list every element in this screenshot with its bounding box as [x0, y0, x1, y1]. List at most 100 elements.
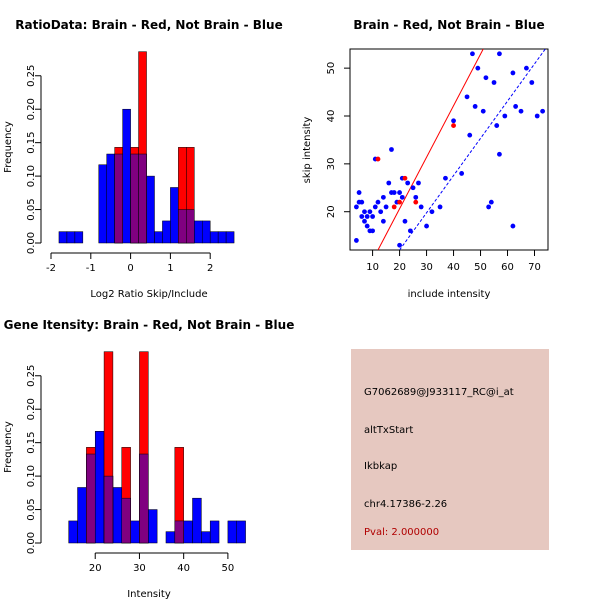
point-not-brain [367, 209, 373, 215]
point-not-brain [397, 190, 402, 195]
bar-not-brain [98, 164, 107, 244]
y-tick-label: 0.05 [26, 498, 37, 520]
bar-not-brain [58, 231, 68, 244]
y-tick-label: 0.00 [26, 232, 37, 254]
bar-overlap [130, 153, 139, 244]
p-value: Pval: 2.000000 [364, 527, 440, 538]
bar-not-brain [74, 231, 84, 244]
axes: -2 -1 0 1 2 0.00 0.05 0.10 0.15 0.20 0.25 [26, 65, 213, 274]
point-not-brain [380, 194, 386, 200]
point-brain [391, 204, 397, 210]
x-tick-label: 50 [222, 563, 235, 574]
y-tick-label: 0.20 [26, 98, 37, 120]
point-not-brain [467, 132, 473, 138]
point-not-brain [437, 204, 443, 210]
bar-not-brain [148, 509, 158, 544]
point-not-brain [416, 180, 421, 186]
point-not-brain [364, 223, 370, 229]
point-brain [413, 199, 419, 205]
x-tick-label: 30 [420, 262, 433, 273]
y-tick-label: 0.10 [26, 165, 37, 187]
x-tick-label: 50 [474, 262, 487, 273]
bar-not-brain [146, 175, 155, 244]
point-not-brain [407, 228, 413, 234]
point-not-brain [353, 238, 359, 243]
intensity-scatter: Brain - Red, Not Brain - Blue include in… [302, 18, 549, 300]
bar-overlap [121, 497, 131, 544]
y-tick-label: 0.25 [26, 65, 37, 87]
y-tick-label: 0.15 [26, 432, 37, 454]
point-not-brain [424, 223, 429, 229]
point-brain [375, 156, 381, 162]
point-not-brain [472, 104, 478, 109]
point-not-brain [362, 218, 367, 224]
bar-not-brain [236, 520, 246, 544]
point-not-brain [405, 180, 411, 186]
bar-not-brain [154, 231, 163, 244]
bar-not-brain [201, 531, 211, 544]
location: chr4.17386-2.26 [364, 499, 448, 510]
bar-not-brain [66, 231, 76, 244]
x-tick-label: 0 [127, 263, 133, 274]
chart-title: Gene Itensity: Brain - Red, Not Brain - … [4, 318, 295, 332]
x-tick-label: 30 [133, 563, 146, 574]
point-not-brain [359, 214, 365, 219]
point-not-brain [464, 94, 470, 100]
y-tick-label: 30 [326, 157, 337, 170]
point-not-brain [491, 80, 497, 85]
bar-overlap [114, 153, 123, 244]
y-tick-label: 0.00 [26, 532, 37, 554]
point-not-brain [470, 51, 475, 57]
y-tick-label: 50 [326, 62, 337, 75]
x-tick-label: 2 [207, 263, 213, 274]
point-not-brain [418, 204, 424, 210]
point-not-brain [359, 199, 365, 205]
point-brain [451, 123, 456, 128]
bar-overlap [186, 209, 195, 244]
y-tick-label: 40 [326, 110, 337, 123]
probe-id: G7062689@J933117_RC@i_at [364, 387, 514, 398]
ratio-histogram: RatioData: Brain - Red, Not Brain - Blue… [3, 18, 283, 300]
bar-not-brain [192, 497, 202, 544]
bar-not-brain [194, 220, 203, 244]
point-not-brain [402, 218, 408, 224]
bar-group [58, 51, 235, 244]
info-panel: G7062689@J933117_RC@i_at altTxStart Ikbk… [351, 349, 549, 550]
point-not-brain [480, 108, 486, 114]
point-not-brain [413, 194, 419, 200]
bar-overlap [103, 475, 114, 544]
point-not-brain [502, 113, 508, 119]
point-not-brain [518, 108, 524, 114]
point-brain [397, 199, 402, 205]
x-tick-label: 1 [167, 263, 173, 274]
point-not-brain [353, 204, 359, 210]
bar-not-brain [112, 487, 123, 544]
bar-not-brain [165, 531, 176, 544]
bar-not-brain [225, 231, 235, 244]
x-tick-label: -1 [86, 263, 96, 274]
bar-not-brain [227, 520, 237, 544]
plot-box [349, 48, 549, 251]
not-brain-fit-line [399, 48, 546, 251]
y-tick-label: 0.10 [26, 465, 37, 487]
point-not-brain [459, 171, 465, 176]
point-group [353, 48, 546, 251]
x-axis-label: Intensity [127, 589, 171, 600]
point-not-brain [380, 218, 386, 224]
bar-not-brain [209, 231, 219, 244]
point-not-brain [397, 242, 402, 248]
point-not-brain [375, 199, 381, 205]
bar-not-brain [162, 220, 171, 244]
point-not-brain [399, 194, 405, 200]
bar-not-brain [106, 153, 115, 244]
point-not-brain [494, 123, 500, 128]
point-not-brain [510, 223, 516, 229]
point-not-brain [524, 65, 529, 71]
point-not-brain [364, 214, 370, 219]
point-not-brain [378, 209, 384, 215]
x-tick-label: 20 [393, 262, 406, 273]
y-tick-label: 0.25 [26, 365, 37, 387]
gene-intensity-histogram: Gene Itensity: Brain - Red, Not Brain - … [3, 318, 294, 600]
y-tick-label: 0.05 [26, 198, 37, 220]
